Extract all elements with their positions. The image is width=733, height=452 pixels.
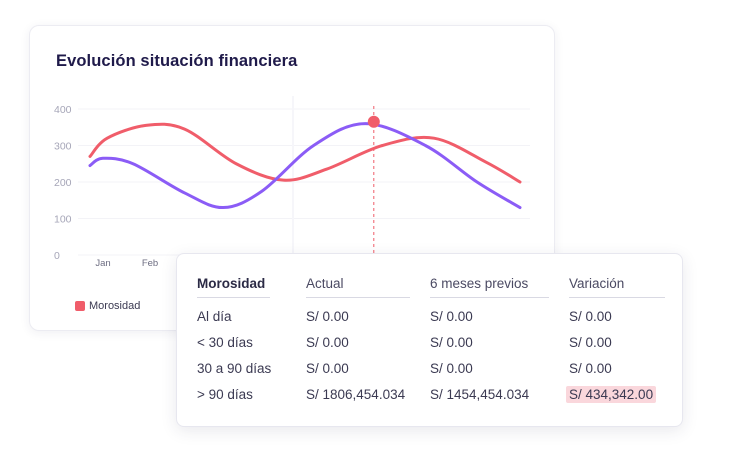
y-tick-label: 300 bbox=[54, 141, 72, 153]
table-header-6-meses-previos: 6 meses previos bbox=[430, 276, 529, 291]
table-header-actual: Actual bbox=[306, 276, 344, 291]
table-cell-previos: S/ 0.00 bbox=[430, 335, 473, 350]
header-underline bbox=[306, 297, 410, 298]
chart-legend: Morosidad bbox=[75, 300, 140, 312]
variacion-highlight: S/ 434,342.00 bbox=[566, 386, 657, 403]
header-underline bbox=[430, 297, 549, 298]
grid-band bbox=[292, 96, 294, 256]
y-tick-label: 400 bbox=[54, 104, 72, 116]
table-cell-label: < 30 días bbox=[197, 335, 253, 350]
table-cell-actual: S/ 0.00 bbox=[306, 361, 349, 376]
table-cell-variacion: S/ 0.00 bbox=[569, 361, 612, 376]
hover-point[interactable] bbox=[367, 115, 380, 128]
y-tick-label: 0 bbox=[54, 250, 60, 262]
table-cell-label: Al día bbox=[197, 309, 232, 324]
table-cell-variacion: S/ 0.00 bbox=[569, 335, 612, 350]
table-cell-variacion: S/ 434,342.00 bbox=[566, 386, 657, 403]
header-underline bbox=[569, 297, 665, 298]
table-cell-previos: S/ 1454,454.034 bbox=[430, 387, 530, 402]
table-cell-label: 30 a 90 días bbox=[197, 361, 272, 376]
chart-title: Evolución situación financiera bbox=[56, 52, 298, 70]
x-tick-label: Feb bbox=[142, 258, 158, 269]
table-cell-actual: S/ 0.00 bbox=[306, 335, 349, 350]
table-cell-variacion: S/ 0.00 bbox=[569, 309, 612, 324]
table-cell-previos: S/ 0.00 bbox=[430, 309, 473, 324]
table-header-morosidad: Morosidad bbox=[197, 276, 266, 291]
table-header-variacion: Variación bbox=[569, 276, 625, 291]
table-cell-previos: S/ 0.00 bbox=[430, 361, 473, 376]
table-cell-label: > 90 días bbox=[197, 387, 253, 402]
morosidad-table: Morosidad Actual 6 meses previos Variaci… bbox=[176, 253, 683, 427]
series-line-purple bbox=[88, 122, 522, 210]
x-tick-label: Jan bbox=[95, 258, 110, 269]
series-line-morosidad bbox=[88, 122, 522, 184]
y-tick-label: 200 bbox=[54, 177, 72, 189]
header-underline bbox=[197, 297, 270, 298]
table-cell-actual: S/ 0.00 bbox=[306, 309, 349, 324]
table-cell-actual: S/ 1806,454.034 bbox=[306, 387, 406, 402]
y-tick-label: 100 bbox=[54, 214, 72, 226]
legend-swatch-morosidad bbox=[75, 301, 85, 311]
legend-label-morosidad: Morosidad bbox=[89, 300, 141, 312]
